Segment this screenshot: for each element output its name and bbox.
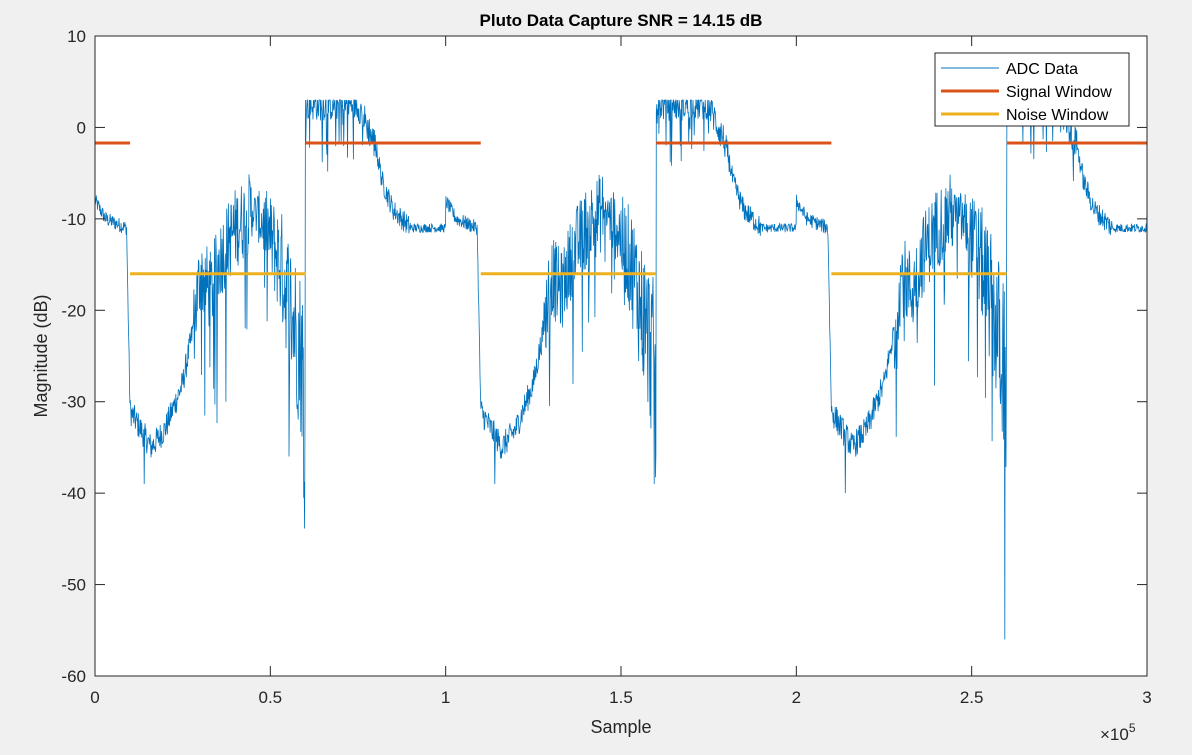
y-tick-label: 0	[77, 118, 86, 137]
adc-data-layer	[94, 98, 1148, 640]
x-axis-exponent-power: 5	[1129, 721, 1136, 735]
y-tick-label: -30	[61, 393, 86, 412]
legend-label-noise: Noise Window	[1006, 107, 1109, 124]
axes-background	[95, 36, 1147, 676]
x-tick-label: 2.5	[960, 688, 984, 707]
x-tick-label: 1.5	[609, 688, 633, 707]
x-axis-exponent: ×105	[1100, 721, 1136, 744]
x-tick-label: 1	[441, 688, 450, 707]
x-tick-label: 0	[90, 688, 99, 707]
x-axis-exponent-base: ×10	[1100, 725, 1129, 744]
y-tick-label: -20	[61, 301, 86, 320]
chart-title: Pluto Data Capture SNR = 14.15 dB	[480, 11, 763, 30]
y-tick-label: -50	[61, 576, 86, 595]
y-tick-label: -40	[61, 484, 86, 503]
y-axis-ticks: -60 -50 -40 -30 -20 -10 0 10	[61, 27, 1147, 686]
x-tick-label: 0.5	[259, 688, 283, 707]
window-layer	[95, 141, 1147, 276]
legend-label-signal: Signal Window	[1006, 84, 1112, 101]
y-tick-label: -10	[61, 210, 86, 229]
x-axis-label: Sample	[590, 717, 651, 737]
y-tick-label: 10	[67, 27, 86, 46]
y-axis-label: Magnitude (dB)	[31, 294, 51, 417]
x-tick-label: 2	[792, 688, 801, 707]
adc-data-line	[94, 98, 1148, 640]
x-axis-ticks: 0 0.5 1 1.5 2 2.5 3	[90, 36, 1152, 707]
x-tick-label: 3	[1142, 688, 1151, 707]
y-tick-label: -60	[61, 667, 86, 686]
legend-label-adc: ADC Data	[1006, 61, 1078, 78]
legend: ADC Data Signal Window Noise Window	[934, 52, 1130, 127]
